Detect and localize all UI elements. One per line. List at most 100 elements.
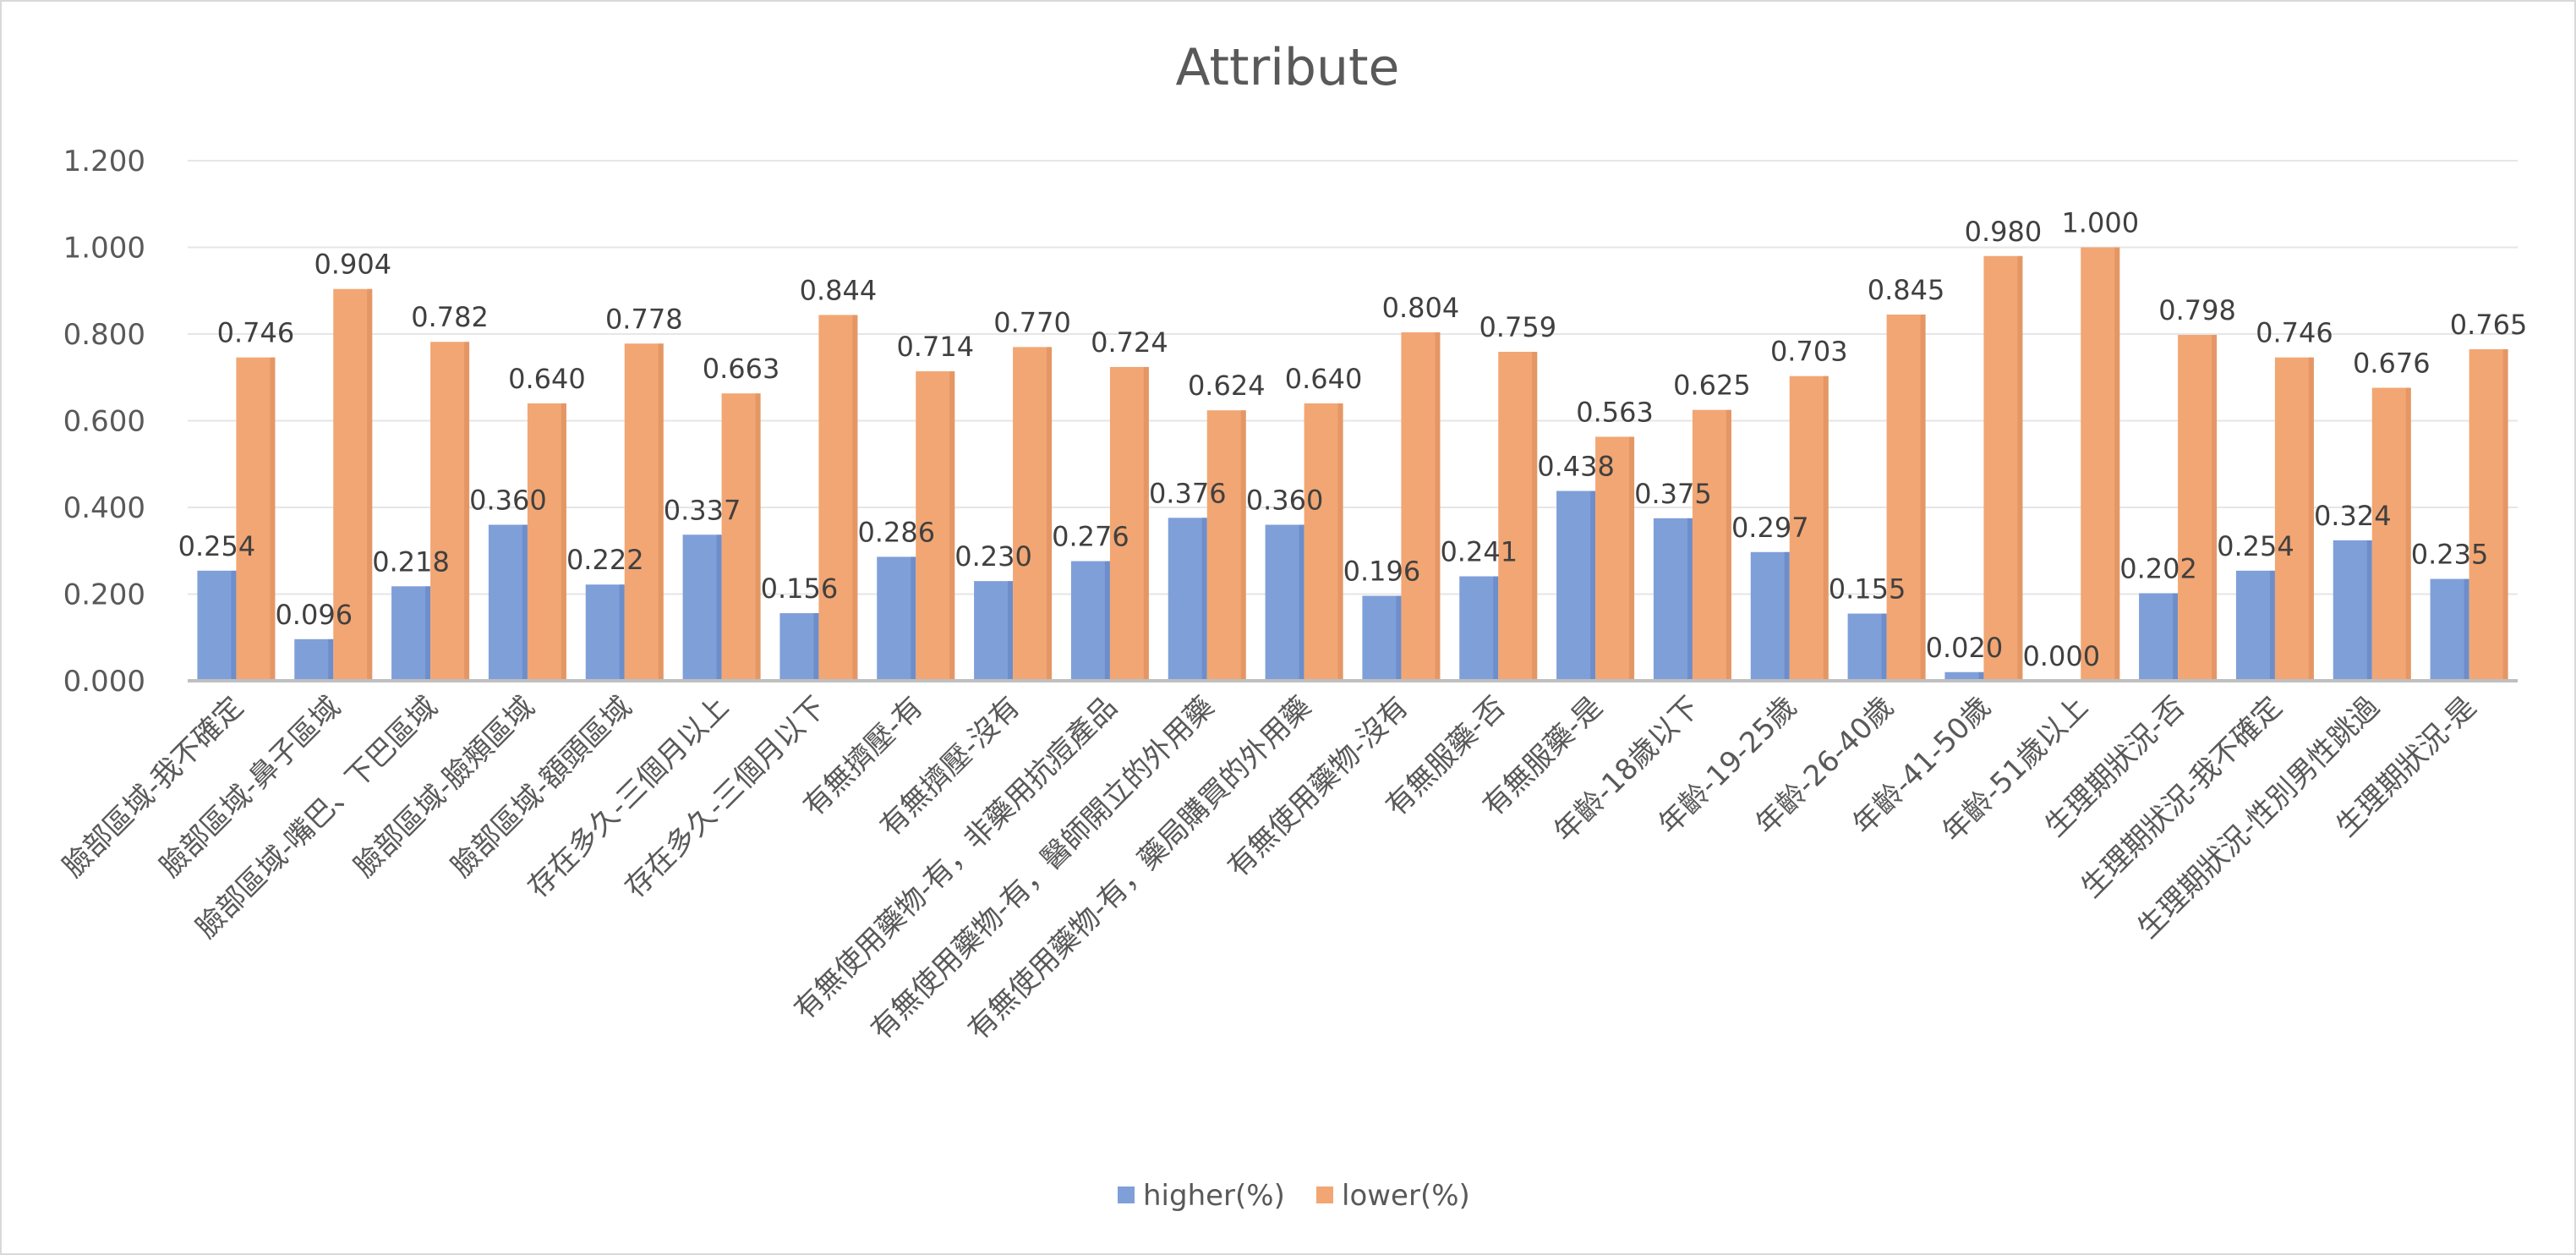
data-label: 0.286 <box>857 516 935 548</box>
bar <box>236 357 276 681</box>
data-label: 0.156 <box>761 573 839 605</box>
data-label: 0.746 <box>217 317 295 349</box>
x-tick-label: 臉部區域-我不確定 <box>56 690 249 884</box>
data-label: 0.640 <box>508 363 586 395</box>
bar <box>916 371 955 681</box>
y-tick-label: 1.200 <box>63 145 145 178</box>
bar <box>1653 518 1693 681</box>
data-label: 0.235 <box>2411 539 2489 571</box>
bar <box>1168 518 1207 681</box>
bar <box>430 342 470 681</box>
bar <box>1109 366 1149 681</box>
gridlines <box>188 160 2518 595</box>
data-label: 0.663 <box>703 353 780 385</box>
y-tick-label: 0.800 <box>63 318 145 352</box>
legend: higher(%) lower(%) <box>1118 1179 1470 1213</box>
bar <box>2430 578 2469 681</box>
data-label: 0.778 <box>605 303 683 335</box>
data-label: 0.980 <box>1965 216 2043 248</box>
bar <box>1789 375 1829 681</box>
bar <box>585 584 625 681</box>
data-label: 0.703 <box>1770 336 1848 368</box>
chart-title: Attribute <box>1176 38 1400 97</box>
data-label: 0.276 <box>1052 521 1129 553</box>
data-label: 0.375 <box>1634 478 1712 510</box>
data-label: 0.202 <box>2119 552 2197 584</box>
bar <box>1070 561 1110 681</box>
data-label: 0.241 <box>1440 535 1518 567</box>
bar <box>1498 352 1538 681</box>
bar <box>818 315 858 681</box>
bar <box>1886 314 1926 681</box>
data-label: 0.376 <box>1149 477 1227 509</box>
bar <box>1556 490 1596 681</box>
data-label: 0.297 <box>1731 512 1809 544</box>
bar <box>721 393 761 681</box>
bar <box>1013 347 1053 681</box>
legend-swatch <box>1118 1186 1135 1203</box>
bar <box>1595 436 1635 681</box>
data-label: 0.020 <box>1926 632 2004 664</box>
bar <box>1362 595 1402 681</box>
data-label: 0.096 <box>275 599 353 631</box>
bar <box>1847 613 1887 681</box>
legend-swatch <box>1316 1186 1333 1203</box>
x-tick-label: 臉部區域-臉頰區域 <box>347 690 541 884</box>
data-label: 0.000 <box>2022 640 2100 672</box>
bar <box>2081 247 2120 681</box>
bar <box>1983 255 2023 681</box>
bar <box>974 581 1014 681</box>
y-axis-ticks: 0.000 0.200 0.400 0.600 0.800 1.000 1.200 <box>63 145 145 699</box>
x-tick-label: 有無使用藥物-有，醫師開立的外用藥 <box>864 690 1221 1047</box>
bar <box>779 613 819 681</box>
legend-label: lower(%) <box>1342 1179 1470 1213</box>
bar <box>877 556 916 681</box>
bar <box>527 403 566 681</box>
data-label: 1.000 <box>2061 207 2139 239</box>
bar <box>1459 576 1499 681</box>
data-label: 0.770 <box>993 306 1071 338</box>
data-label: 0.563 <box>1576 396 1654 428</box>
data-label: 0.714 <box>896 331 974 363</box>
bar <box>197 570 237 681</box>
data-label: 0.798 <box>2158 294 2236 326</box>
data-label: 0.624 <box>1188 370 1266 402</box>
x-tick-label: 有無使用藥物-有，藥局購買的外用藥 <box>961 690 1318 1047</box>
bar <box>1750 551 1790 681</box>
bar <box>1206 410 1246 681</box>
bar <box>391 586 431 681</box>
data-label: 0.724 <box>1091 326 1168 359</box>
bar <box>1265 524 1304 681</box>
bar <box>2274 357 2314 681</box>
x-tick-label: 有無使用藥物-沒有 <box>1221 690 1414 884</box>
data-label: 0.222 <box>566 544 644 576</box>
data-label: 0.155 <box>1829 573 1906 606</box>
x-tick-label: 臉部區域-額頭區域 <box>445 690 638 884</box>
y-tick-label: 1.000 <box>63 232 145 266</box>
legend-label: higher(%) <box>1143 1179 1285 1213</box>
x-axis-ticks: 臉部區域-我不確定臉部區域-鼻子區域臉部區域-嘴巴、下巴區域臉部區域-臉頰區域臉… <box>56 690 2482 1047</box>
data-label: 0.625 <box>1673 370 1751 402</box>
bar <box>1944 671 1984 681</box>
data-label: 0.804 <box>1382 292 1460 324</box>
data-label: 0.904 <box>314 249 391 281</box>
data-label: 0.230 <box>954 540 1032 573</box>
bar <box>624 343 664 681</box>
data-label: 0.844 <box>800 274 878 306</box>
y-tick-label: 0.000 <box>63 665 145 699</box>
data-label: 0.360 <box>469 485 547 517</box>
bar <box>2178 335 2218 681</box>
bar <box>2371 387 2411 681</box>
bar <box>2139 593 2179 681</box>
data-label: 0.845 <box>1868 274 1945 306</box>
x-tick-label: 臉部區域-鼻子區域 <box>153 690 347 884</box>
y-tick-label: 0.200 <box>63 578 145 612</box>
data-label: 0.438 <box>1537 451 1615 483</box>
data-label: 0.759 <box>1479 311 1556 343</box>
data-labels: 0.254 0.096 0.218 0.360 0.222 0.337 0.156 0.286… <box>178 207 2528 673</box>
data-label: 0.782 <box>411 301 489 333</box>
bar <box>294 638 334 681</box>
data-label: 0.746 <box>2256 317 2333 349</box>
bar <box>1692 409 1731 681</box>
y-tick-label: 0.600 <box>63 405 145 439</box>
